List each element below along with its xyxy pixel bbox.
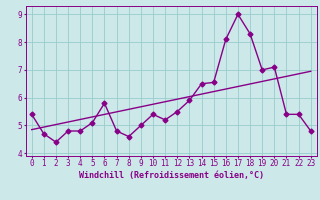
X-axis label: Windchill (Refroidissement éolien,°C): Windchill (Refroidissement éolien,°C) [79,171,264,180]
